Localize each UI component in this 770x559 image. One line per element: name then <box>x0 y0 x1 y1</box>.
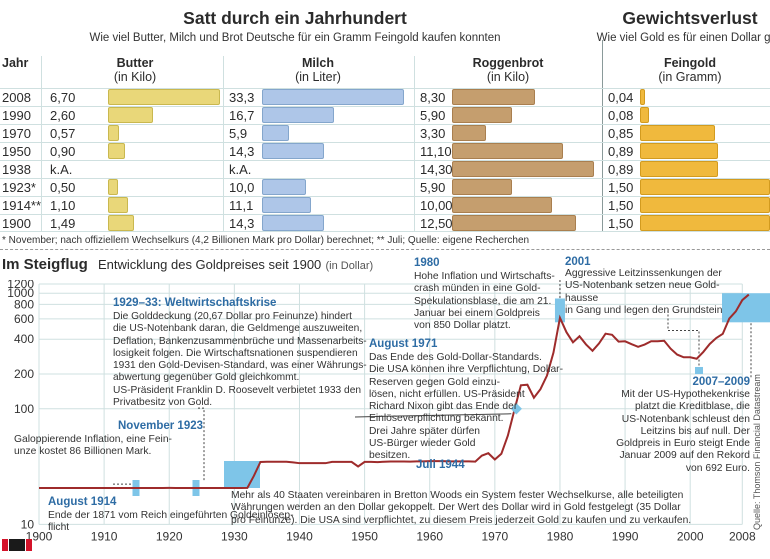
svg-text:100: 100 <box>14 402 34 416</box>
svg-text:600: 600 <box>14 312 34 326</box>
svg-text:1990: 1990 <box>612 529 639 543</box>
svg-text:400: 400 <box>14 332 34 346</box>
svg-text:1980: 1980 <box>547 529 574 543</box>
svg-text:2000: 2000 <box>677 529 704 543</box>
svg-text:1970: 1970 <box>481 529 508 543</box>
svg-text:1960: 1960 <box>416 529 443 543</box>
svg-text:800: 800 <box>14 297 34 311</box>
svg-text:1950: 1950 <box>351 529 378 543</box>
svg-text:200: 200 <box>14 367 34 381</box>
svg-text:2008: 2008 <box>729 529 756 543</box>
